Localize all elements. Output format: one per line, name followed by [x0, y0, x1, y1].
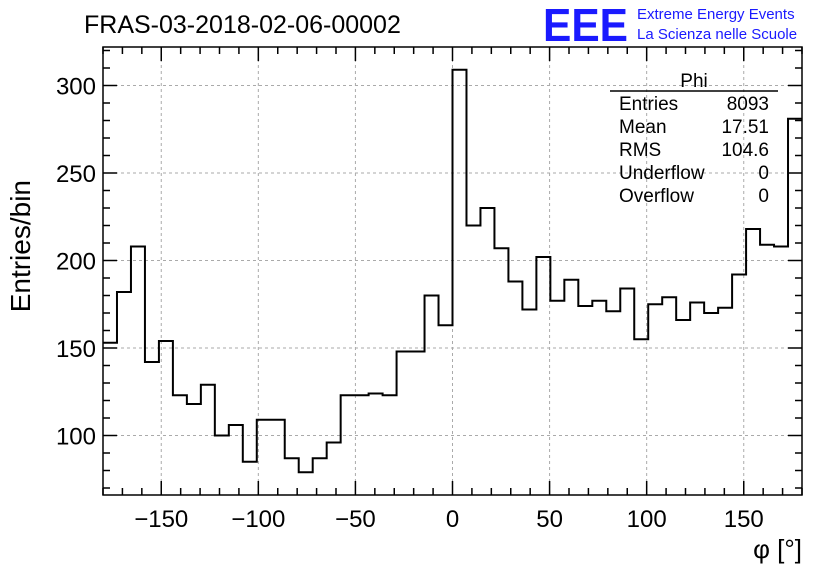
y-tick-label: 250 [56, 161, 96, 188]
y-tick-label: 150 [56, 336, 96, 363]
stats-value: 0 [758, 186, 769, 207]
x-tick-label: 0 [446, 506, 459, 533]
stats-value: 0 [758, 163, 769, 184]
stats-rows: Entries 8093 Mean 17.51 RMS 104.6 Underflow 0 Ov… [619, 94, 769, 207]
stats-label: RMS [619, 140, 661, 161]
chart-title: FRAS-03-2018-02-06-00002 [84, 11, 401, 39]
stats-value: 104.6 [721, 140, 769, 161]
eee-logo-mark: EEE [543, 0, 628, 51]
stats-box: Phi Entries 8093 Mean 17.51 RMS 104.6 Underflo… [610, 71, 778, 207]
x-tick-label: −50 [335, 506, 376, 533]
stats-title: Phi [680, 71, 707, 92]
stats-label: Mean [619, 117, 667, 138]
axis-ticks [102, 47, 803, 495]
x-axis-label: φ [°] [753, 534, 802, 564]
logo-line-1: Extreme Energy Events [637, 6, 795, 23]
x-tick-labels: −150 −100 −50 0 50 100 150 [134, 506, 764, 533]
y-tick-labels: 100 150 200 250 300 [56, 74, 96, 451]
logo-line-2: La Scienza nelle Scuole [637, 26, 797, 43]
stats-value: 8093 [727, 94, 769, 115]
eee-logo: EEE Extreme Energy Events La Scienza nel… [543, 0, 797, 51]
stats-value: 17.51 [721, 117, 769, 138]
stats-label: Underflow [619, 163, 705, 184]
stats-label: Entries [619, 94, 678, 115]
x-tick-label: 150 [724, 506, 764, 533]
x-tick-label: −150 [134, 506, 188, 533]
stats-label: Overflow [619, 186, 694, 207]
x-tick-label: 100 [627, 506, 667, 533]
x-tick-label: 50 [536, 506, 563, 533]
y-tick-label: 100 [56, 424, 96, 451]
x-tick-label: −100 [231, 506, 285, 533]
y-tick-label: 200 [56, 249, 96, 276]
y-tick-label: 300 [56, 74, 96, 101]
y-axis-label: Entries/bin [5, 180, 36, 312]
histogram-line [103, 68, 802, 474]
